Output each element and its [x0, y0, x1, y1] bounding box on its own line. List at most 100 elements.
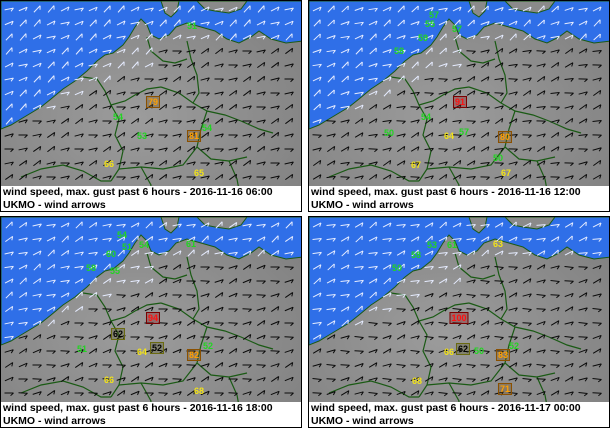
wind-arrow: [340, 364, 350, 366]
wind-arrow: [368, 392, 378, 394]
wind-arrow-barb: [473, 264, 476, 269]
wind-arrow-barb: [206, 350, 210, 355]
gust-value: 62: [455, 343, 471, 355]
sea-area: [309, 217, 609, 346]
wind-arrow: [228, 292, 238, 298]
wind-arrow: [19, 103, 27, 111]
wind-arrow: [382, 335, 392, 339]
wind-arrow-barb: [24, 134, 28, 139]
wind-arrow: [466, 320, 476, 326]
wind-arrow: [186, 119, 196, 123]
wind-arrow-barb: [109, 146, 112, 151]
wind-arrow: [47, 319, 55, 327]
wind-arrow-barb: [556, 307, 560, 312]
wind-arrow-barb: [599, 278, 602, 283]
wind-arrow: [467, 145, 475, 153]
wind-arrow-barb: [207, 376, 210, 381]
wind-arrow: [550, 390, 560, 396]
wind-arrow-barb: [541, 295, 546, 299]
wind-arrow-barb: [151, 377, 154, 382]
wind-arrow-barb: [122, 350, 126, 355]
wind-arrow: [438, 336, 448, 338]
wind-arrow-barb: [53, 132, 56, 137]
wind-arrow: [396, 62, 406, 68]
wind-arrow-barb: [150, 7, 154, 12]
wind-arrow-barb: [514, 336, 518, 341]
wind-arrow-barb: [444, 7, 448, 12]
wind-arrow-barb: [136, 363, 140, 368]
wind-arrow: [102, 175, 112, 179]
wind-arrow: [229, 159, 237, 167]
wind-arrow-barb: [430, 7, 434, 12]
wind-arrow-barb: [444, 91, 448, 96]
wind-arrow: [341, 5, 349, 13]
wind-arrow: [74, 77, 84, 81]
wind-arrow: [88, 264, 98, 270]
wind-arrow-barb: [500, 363, 504, 368]
wind-arrow: [285, 33, 293, 41]
wind-arrow-barb: [486, 92, 490, 96]
wind-arrow: [578, 7, 588, 11]
wind-arrow: [19, 19, 27, 27]
wind-arrow: [536, 237, 546, 241]
wind-arrow: [354, 391, 364, 395]
wind-arrow: [74, 265, 84, 269]
wind-arrow: [102, 391, 112, 395]
wind-arrow-barb: [373, 323, 378, 327]
wind-arrow-barb: [122, 35, 126, 40]
wind-arrow-barb: [402, 349, 406, 354]
wind-arrow: [564, 376, 574, 382]
wind-arrow: [382, 363, 392, 367]
wind-arrow-barb: [528, 77, 532, 82]
wind-arrow-barb: [206, 363, 210, 368]
wind-arrow: [256, 390, 266, 396]
wind-arrow: [159, 173, 167, 181]
wind-arrow: [550, 335, 560, 339]
wind-arrow-barb: [570, 105, 574, 110]
wind-arrow-barb: [570, 280, 574, 285]
wind-arrow-barb: [472, 279, 476, 284]
wind-arrow: [522, 222, 532, 228]
wind-arrow: [271, 117, 279, 125]
wind-arrow: [32, 293, 42, 297]
wind-arrow-barb: [585, 236, 588, 241]
wind-arrow: [145, 117, 153, 125]
wind-arrow-barb: [52, 176, 56, 181]
wind-arrow: [592, 334, 602, 340]
wind-arrow: [284, 133, 294, 137]
wind-arrow-barb: [430, 92, 434, 97]
wind-arrow-barb: [472, 349, 476, 354]
wind-arrow: [383, 159, 391, 167]
wind-arrow-barb: [94, 392, 98, 397]
wind-arrow-grid: [312, 221, 602, 397]
wind-arrow-barb: [346, 21, 350, 26]
wind-arrow: [368, 377, 378, 381]
wind-arrow-barb: [318, 63, 322, 68]
wind-arrow-barb: [346, 280, 350, 284]
wind-arrow: [116, 364, 126, 366]
wind-arrow-barb: [458, 63, 462, 68]
wind-arrow-barb: [207, 391, 210, 396]
wind-arrow-barb: [585, 20, 588, 25]
wind-arrow-barb: [263, 20, 266, 25]
wind-arrow: [200, 77, 210, 81]
wind-arrow-barb: [67, 76, 70, 81]
wind-arrow-barb: [486, 162, 490, 166]
wind-arrow: [550, 376, 560, 382]
wind-arrow: [228, 278, 238, 284]
wind-arrow: [46, 90, 56, 96]
wind-arrow-barb: [137, 118, 140, 123]
wind-arrow-barb: [389, 174, 392, 179]
wind-arrow: [102, 34, 112, 40]
wind-arrow: [243, 75, 251, 83]
wind-arrow-barb: [318, 363, 322, 368]
wind-arrow: [18, 362, 28, 368]
wind-arrow: [382, 264, 392, 270]
wind-arrow-barb: [346, 294, 350, 298]
gust-value: 82: [186, 349, 202, 361]
country-border: [146, 252, 188, 280]
wind-arrow: [32, 250, 42, 256]
wind-arrow-barb: [207, 132, 210, 137]
wind-arrow: [60, 21, 70, 25]
wind-arrow-barb: [38, 378, 42, 383]
